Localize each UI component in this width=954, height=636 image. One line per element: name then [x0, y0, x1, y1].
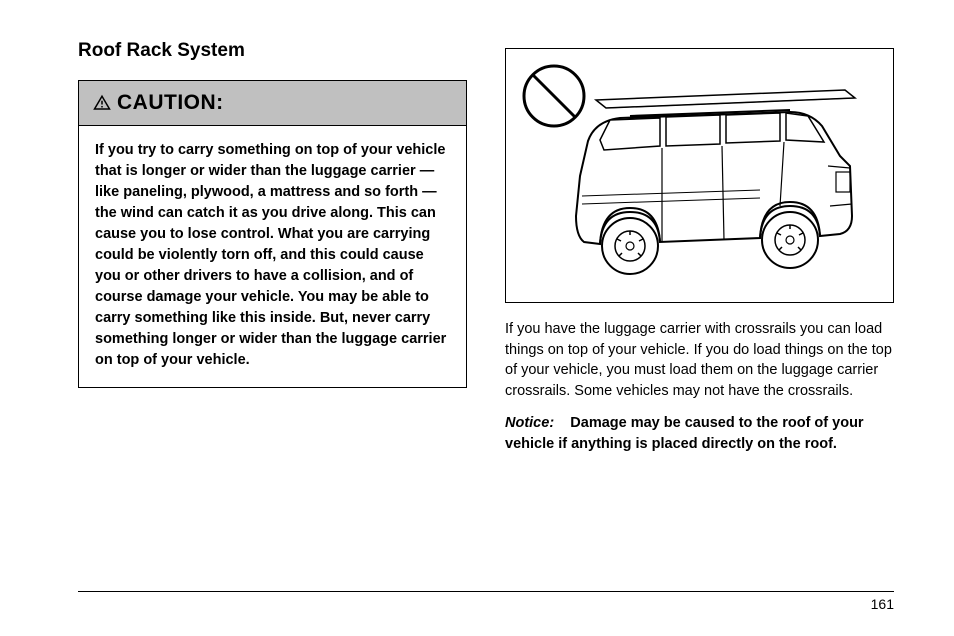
vehicle-illustration: [505, 48, 894, 303]
section-title: Roof Rack System: [78, 40, 467, 62]
left-column: Roof Rack System CAUTION: If you try to …: [78, 40, 467, 466]
caution-body: If you try to carry something on top of …: [79, 126, 466, 387]
suv-roof-rack-icon: [510, 56, 890, 296]
caution-title: CAUTION:: [117, 91, 224, 115]
notice-label: Notice:: [505, 415, 554, 431]
warning-triangle-icon: [93, 94, 111, 112]
footer-rule: 161: [78, 591, 894, 612]
notice-spacer: [558, 415, 570, 431]
caution-header: CAUTION:: [79, 81, 466, 126]
page-number: 161: [871, 596, 894, 612]
right-column: If you have the luggage carrier with cro…: [505, 40, 894, 466]
page-content: Roof Rack System CAUTION: If you try to …: [0, 0, 954, 486]
caution-box: CAUTION: If you try to carry something o…: [78, 80, 467, 388]
notice-paragraph: Notice: Damage may be caused to the roof…: [505, 413, 894, 454]
page-footer: 161: [78, 591, 894, 612]
body-paragraph: If you have the luggage carrier with cro…: [505, 319, 894, 401]
